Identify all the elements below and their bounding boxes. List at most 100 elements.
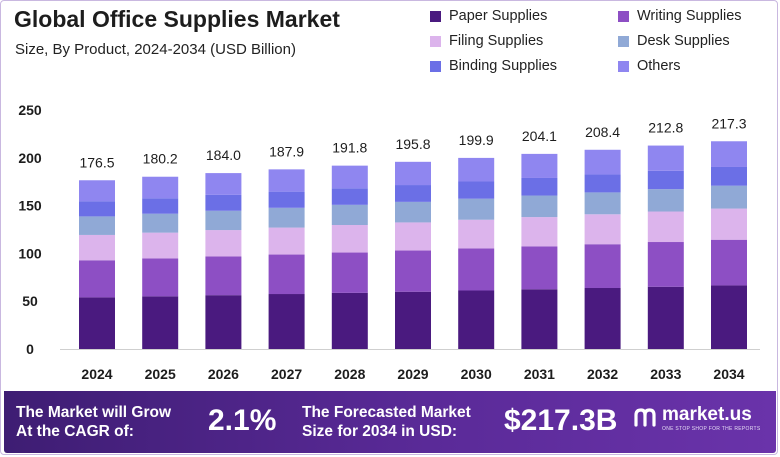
y-tick-label: 0 [26,341,34,357]
bar-segment-desk-supplies-2031 [521,195,558,218]
forecast-label-line2: Size for 2034 in USD: [302,423,458,440]
bar-segment-desk-supplies-2034 [711,185,747,209]
legend-item-desk-supplies: Desk Supplies [618,33,730,49]
cagr-label-line2: At the CAGR of: [16,423,134,440]
bar-segment-paper-supplies-2029 [395,291,431,349]
bar-segment-others-2028 [331,165,368,189]
legend-label: Desk Supplies [637,33,730,49]
stacked-bar-chart: 0 50 100 150 200 250 176.5 2024 180.2 2025 184.0 20… [18,102,760,382]
legend-item-paper-supplies: Paper Supplies [430,8,547,24]
footer-banner: The Market will Grow At the CAGR of: 2.1… [4,391,776,453]
bar-segment-others-2025 [142,176,179,199]
x-tick-label-2030: 2030 [461,366,492,382]
bar-total-label-2025: 180.2 [143,151,178,167]
x-tick-label-2033: 2033 [650,366,681,382]
bar-segment-desk-supplies-2025 [142,213,179,233]
legend-label: Paper Supplies [449,8,548,24]
bar-segment-binding-supplies-2032 [584,174,621,193]
bar-segment-others-2033 [647,145,684,171]
bar-segment-paper-supplies-2033 [647,286,684,349]
bar-segment-binding-supplies-2027 [268,191,305,208]
x-tick-label-2032: 2032 [587,366,618,382]
bar-segment-others-2034 [711,141,747,167]
x-tick-label-2027: 2027 [271,366,302,382]
bar-total-label-2029: 195.8 [395,136,430,152]
bar-segment-desk-supplies-2029 [395,201,431,223]
forecast-label: The Forecasted Market Size for 2034 in U… [302,403,471,441]
bar-segment-binding-supplies-2029 [395,185,431,202]
bar-segment-paper-supplies-2034 [711,285,747,349]
bar-total-label-2032: 208.4 [585,124,620,140]
bar-total-label-2033: 212.8 [648,120,683,136]
logo-tagline: ONE STOP SHOP FOR THE REPORTS [662,426,761,432]
bar-segment-paper-supplies-2030 [458,290,495,349]
y-tick-label: 250 [18,102,42,118]
bar-segment-writing-supplies-2033 [647,242,684,287]
x-tick-label-2024: 2024 [81,366,112,382]
bar-segment-paper-supplies-2025 [142,296,179,349]
bar-segment-filing-supplies-2029 [395,222,431,251]
y-tick-label: 200 [18,150,42,166]
bar-segment-binding-supplies-2026 [205,194,242,211]
x-tick-label-2034: 2034 [713,366,744,382]
bar-segment-others-2032 [584,149,621,175]
x-tick-label-2031: 2031 [524,366,555,382]
bar-segment-binding-supplies-2025 [142,198,179,214]
bar-segment-paper-supplies-2026 [205,295,242,349]
bar-segment-filing-supplies-2028 [331,225,368,253]
bar-segment-writing-supplies-2030 [458,248,495,291]
bar-segment-filing-supplies-2032 [584,214,621,245]
bar-segment-binding-supplies-2034 [711,166,747,186]
cagr-label-line1: The Market will Grow [16,404,172,421]
bar-segment-filing-supplies-2031 [521,217,558,247]
bar-segment-desk-supplies-2032 [584,192,621,215]
bar-segment-binding-supplies-2024 [79,201,115,217]
legend-swatch [430,35,441,47]
bar-segment-others-2029 [395,161,431,186]
bar-segment-writing-supplies-2027 [268,254,305,295]
bar-segment-others-2031 [521,153,558,178]
bar-segment-writing-supplies-2026 [205,256,242,296]
bar-segment-writing-supplies-2028 [331,252,368,293]
x-tick-label-2025: 2025 [145,366,176,382]
bar-total-label-2024: 176.5 [79,154,114,170]
legend-label: Others [637,58,681,74]
legend-label: Writing Supplies [637,8,742,24]
bar-segment-writing-supplies-2032 [584,244,621,289]
legend-swatch [430,10,441,22]
bar-segment-writing-supplies-2031 [521,246,558,290]
chart-title: Global Office Supplies Market [14,6,340,32]
bar-segment-writing-supplies-2024 [79,260,115,298]
y-tick-label: 50 [22,293,38,309]
y-tick-label: 100 [18,245,42,261]
bar-segment-others-2030 [458,157,495,182]
bar-segment-filing-supplies-2034 [711,208,747,240]
market-us-logo: market.us ONE STOP SHOP FOR THE REPORTS [632,405,761,432]
legend-swatch [618,10,629,22]
logo-wordmark: market.us [662,404,752,425]
bar-segment-others-2026 [205,173,242,195]
bar-segment-filing-supplies-2026 [205,230,242,257]
bar-segment-filing-supplies-2025 [142,232,179,259]
bar-segment-binding-supplies-2033 [647,170,684,190]
x-tick-label-2026: 2026 [208,366,239,382]
legend-item-writing-supplies: Writing Supplies [618,8,742,24]
legend-item-binding-supplies: Binding Supplies [430,58,557,74]
bar-total-label-2031: 204.1 [522,128,557,144]
bar-segment-writing-supplies-2034 [711,239,747,286]
bar-segment-desk-supplies-2024 [79,216,115,235]
legend-item-filing-supplies: Filing Supplies [430,33,543,49]
bar-segment-filing-supplies-2024 [79,234,115,261]
forecast-value: $217.3B [504,404,618,437]
legend-label: Binding Supplies [449,58,558,74]
bar-segment-paper-supplies-2027 [268,294,305,349]
chart-legend: Paper Supplies Writing Supplies Filing Sup… [430,8,775,84]
x-tick-label-2028: 2028 [334,366,365,382]
cagr-label: The Market will Grow At the CAGR of: [16,403,171,441]
bar-total-label-2027: 187.9 [269,143,304,159]
bar-segment-paper-supplies-2031 [521,289,558,349]
bar-total-label-2026: 184.0 [206,147,241,163]
forecast-label-line1: The Forecasted Market [302,404,471,421]
legend-swatch [618,60,629,72]
